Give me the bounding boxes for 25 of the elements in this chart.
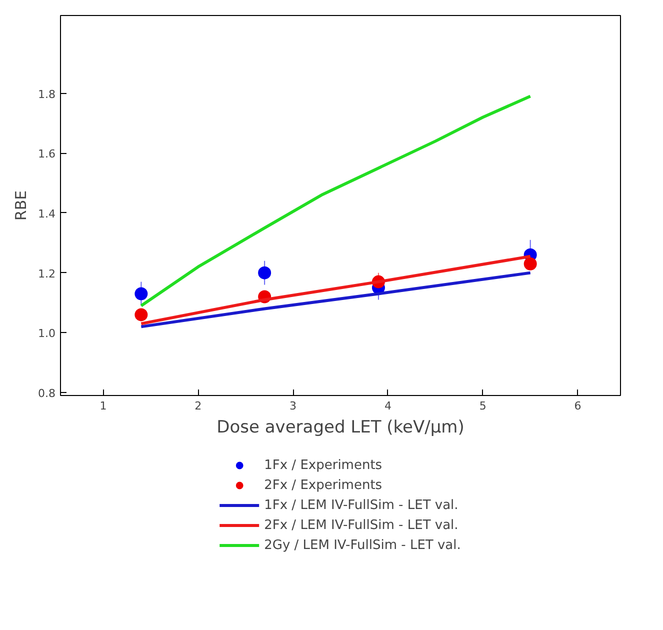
x-tick-label: 3 (290, 400, 297, 412)
x-tick-label: 1 (100, 400, 107, 412)
line-series (140, 271, 532, 328)
legend-label: 2Gy / LEM IV-FullSim - LET val. (264, 537, 461, 553)
point (134, 308, 148, 322)
point (134, 287, 148, 300)
line-series (140, 94, 532, 308)
x-tick-label: 5 (479, 400, 486, 412)
y-tick-label: 1.8 (38, 88, 56, 101)
x-tick-label: 2 (194, 400, 202, 412)
y-tick-label: 1.6 (38, 148, 56, 161)
point (258, 266, 272, 280)
y-tick-label: 1.2 (38, 267, 56, 280)
y-tick-label: 0.8 (38, 387, 56, 400)
x-tick-label: 4 (384, 400, 392, 412)
y-tick-label: 1.4 (38, 207, 56, 220)
legend-label: 1Fx / LEM IV-FullSim - LET val. (264, 497, 458, 513)
y-tick-label: 1.0 (38, 327, 56, 340)
legend-label: 2Fx / Experiments (264, 477, 382, 493)
x-axis-title: Dose averaged LET (keV/µm) (216, 418, 464, 438)
legend-label: 1Fx / Experiments (264, 457, 382, 473)
x-tick-label: 6 (574, 400, 582, 412)
y-axis-title: RBE (12, 190, 30, 221)
point (524, 257, 537, 270)
legend-label: 2Fx / LEM IV-FullSim - LET val. (264, 517, 458, 533)
